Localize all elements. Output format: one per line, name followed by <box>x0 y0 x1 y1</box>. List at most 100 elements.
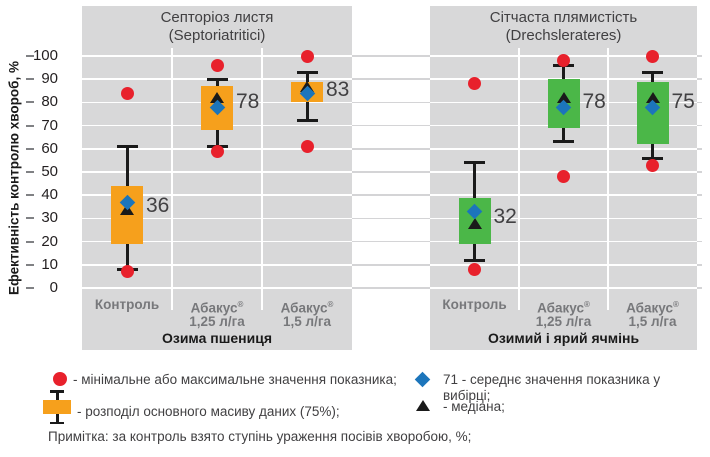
mean-value-label: 83 <box>326 77 350 101</box>
min-dot <box>300 139 314 153</box>
legend-box-whisker-icon <box>43 399 71 414</box>
mean-value-label: 78 <box>582 90 606 114</box>
y-tick-label: 100 <box>32 47 58 64</box>
legend-minmax-dot-icon <box>53 372 67 386</box>
mean-value-label: 75 <box>671 90 695 114</box>
median-triangle <box>645 92 660 104</box>
gridline-stub <box>697 101 702 104</box>
panel-gridline <box>430 194 697 196</box>
category-label: Контроль <box>94 297 160 312</box>
y-tick-label: 50 <box>41 163 58 180</box>
panel-title: (Septoriatritici) <box>168 27 266 44</box>
gridline-gap <box>352 217 430 220</box>
y-tick-mark <box>26 217 34 220</box>
y-tick-mark <box>26 147 34 150</box>
panel-gridline <box>430 217 697 220</box>
panel-gridline <box>430 287 697 289</box>
group-label: Озимий і ярий ячмінь <box>487 330 640 346</box>
category-label: 1,25 л/га <box>535 314 592 329</box>
panel-gridline <box>82 55 352 57</box>
gridline-gap <box>352 78 430 80</box>
legend-median-label: - медіана; <box>443 399 505 414</box>
y-tick-label: 40 <box>41 186 58 204</box>
y-tick-mark <box>26 101 34 104</box>
panel-gridline <box>430 264 697 266</box>
whisker-cap <box>296 70 318 74</box>
y-tick-label: 30 <box>41 209 58 227</box>
legend-mean-label: 71 - середнє значення показника у вибірц… <box>443 372 661 403</box>
note-text: Примітка: за контроль взято ступінь ураж… <box>48 429 472 444</box>
legend-box-whisker-icon <box>50 421 64 424</box>
min-dot <box>646 158 659 172</box>
panel-gridline <box>82 264 352 266</box>
min-dot <box>557 170 570 184</box>
column-divider <box>518 48 520 310</box>
gridline-gap <box>352 148 430 150</box>
mean-value-label: 36 <box>146 193 170 217</box>
mean-value-label: 78 <box>236 90 260 114</box>
gridline-stub <box>697 171 702 173</box>
y-tick-label: 0 <box>49 279 58 296</box>
legend-median-triangle-icon <box>416 400 430 411</box>
gridline-gap <box>352 171 430 173</box>
whisker-cap <box>464 161 485 165</box>
panel-title: Сітчаста плямистість <box>489 9 638 26</box>
whisker-cap <box>642 156 663 160</box>
panel-gridline <box>82 171 352 173</box>
whisker-cap <box>553 140 574 144</box>
panel-gridline <box>430 240 697 243</box>
category-label: Абакус® <box>190 300 244 316</box>
panel-title: (Drechslerateres) <box>505 27 622 44</box>
gridline-stub <box>697 264 702 266</box>
category-label: 1,25 л/га <box>189 314 245 329</box>
y-tick-label: 20 <box>41 232 58 250</box>
group-label: Озима пшениця <box>161 330 273 346</box>
gridline-gap <box>352 240 430 243</box>
legend-box-label: - розподіл основного масиву даних (75%); <box>77 404 340 419</box>
gridline-stub <box>697 287 702 289</box>
max-dot <box>300 49 314 63</box>
median-triangle <box>556 92 571 104</box>
column-divider <box>261 48 263 310</box>
gridline-stub <box>697 124 702 127</box>
legend-box-whisker-icon <box>50 390 64 393</box>
gridline-gap <box>352 124 430 127</box>
whisker-cap <box>464 258 485 262</box>
max-dot <box>120 86 134 100</box>
whisker-cap <box>206 77 228 81</box>
min-dot <box>210 144 224 158</box>
median-triangle <box>467 217 482 229</box>
max-dot <box>468 77 481 91</box>
gridline-gap <box>352 194 430 196</box>
y-tick-label: 80 <box>41 93 58 111</box>
gridline-stub <box>697 55 702 57</box>
panel-gridline <box>82 217 352 220</box>
y-tick-mark <box>26 240 34 243</box>
y-tick-mark <box>26 263 34 266</box>
max-dot <box>210 58 224 72</box>
y-tick-mark <box>26 287 34 289</box>
category-label: Абакус® <box>280 300 334 316</box>
panel-gridline <box>82 287 352 289</box>
max-dot <box>646 49 659 63</box>
legend-minmax-label: - мінімальне або максимальне значення по… <box>73 372 397 387</box>
category-label: 1,5 л/га <box>283 314 331 329</box>
whisker-cap <box>296 119 318 123</box>
max-dot <box>557 54 570 68</box>
panel-gridline <box>430 148 697 150</box>
category-label: Абакус® <box>626 300 679 316</box>
gridline-stub <box>697 194 702 196</box>
median-triangle <box>210 92 224 104</box>
y-tick-label: 90 <box>41 70 58 88</box>
y-tick-label: 60 <box>41 139 58 157</box>
gridline-gap <box>352 287 430 289</box>
y-tick-mark <box>26 124 34 127</box>
y-tick-label: 10 <box>41 255 58 273</box>
category-label: Абакус® <box>537 300 590 316</box>
y-tick-mark <box>26 194 34 197</box>
panel-gridline <box>82 240 352 243</box>
gridline-stub <box>697 240 702 243</box>
mean-value-label: 32 <box>493 205 517 229</box>
whisker-cap <box>116 144 138 148</box>
